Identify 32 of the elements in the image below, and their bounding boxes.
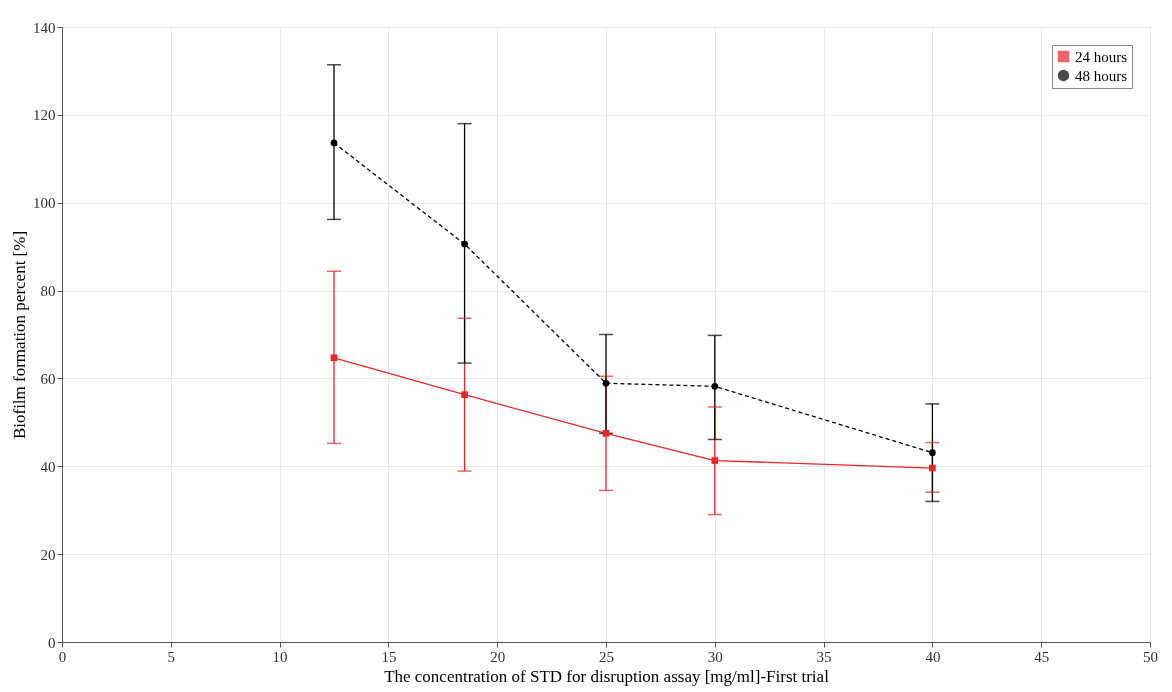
y-axis-title: Biofilm formation percent [%] <box>10 230 29 440</box>
y-tick-label: 20 <box>40 546 56 563</box>
x-tick-label: 5 <box>167 648 176 665</box>
y-tick-label: 120 <box>33 107 56 124</box>
point <box>929 449 936 457</box>
x-tick-label: 15 <box>381 648 397 665</box>
y-tick-label: 100 <box>33 195 56 212</box>
y-tick-label: 60 <box>40 370 56 387</box>
point <box>330 139 338 147</box>
point <box>330 354 338 362</box>
legend-label: 24 hours <box>1075 48 1128 65</box>
point <box>711 457 719 464</box>
x-tick-label: 30 <box>707 648 723 665</box>
x-tick-label: 40 <box>925 648 941 665</box>
point <box>929 464 936 472</box>
x-tick-label: 50 <box>1143 648 1158 665</box>
y-tick-label: 140 <box>33 19 56 36</box>
point <box>461 391 468 399</box>
x-tick-label: 0 <box>58 648 67 665</box>
x-tick-label: 45 <box>1034 648 1050 665</box>
y-tick-label: 40 <box>40 458 56 475</box>
point <box>461 240 468 248</box>
point <box>602 379 610 387</box>
x-tick-label: 20 <box>490 648 506 665</box>
y-tick-label: 80 <box>40 283 56 300</box>
legend-label: 48 hours <box>1075 67 1128 84</box>
point <box>711 382 719 390</box>
x-tick-label: 35 <box>816 648 832 665</box>
x-tick-label: 10 <box>272 648 288 665</box>
y-tick-label: 0 <box>48 634 56 651</box>
x-axis-title: The concentration of STD for disruption assay [mg/ml]-First trial <box>384 666 830 686</box>
x-tick-label: 25 <box>599 648 614 665</box>
